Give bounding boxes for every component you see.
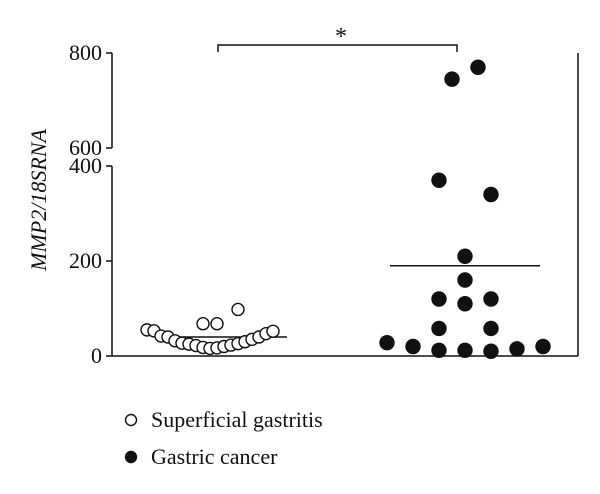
bracket-line <box>217 44 458 52</box>
gastric-cancer-point <box>470 59 486 75</box>
gastric-cancer-point <box>509 341 525 357</box>
gastric-cancer-point <box>483 320 499 337</box>
legend-marker-filled <box>124 450 138 464</box>
legend-entry: Superficial gastritis <box>151 407 323 432</box>
gastric-cancer-point <box>431 172 447 188</box>
superficial-gastritis-point <box>210 317 224 331</box>
data-points <box>140 59 551 359</box>
y-axis-label: MMP2/18SRNA <box>26 129 51 272</box>
superficial-gastritis-point <box>266 324 280 338</box>
gastric-cancer-point <box>535 338 551 355</box>
legend-entry: Gastric cancer <box>151 444 278 469</box>
gastric-cancer-point <box>457 248 473 264</box>
gastric-cancer-point <box>457 272 473 288</box>
significance-label: * <box>335 24 347 50</box>
legend: Superficial gastritis Gastric cancer <box>124 407 323 469</box>
superficial-gastritis-point <box>231 302 245 317</box>
gastric-cancer-point <box>379 335 395 351</box>
gastric-cancer-point <box>405 338 421 355</box>
gastric-cancer-point <box>457 296 473 312</box>
gastric-cancer-point <box>457 342 473 358</box>
y-tick-label: 400 <box>69 153 102 178</box>
gastric-cancer-point <box>483 291 499 307</box>
y-tick-label: 600 <box>69 135 102 160</box>
y-tick-label: 800 <box>69 40 102 65</box>
significance-bracket: * <box>217 24 458 52</box>
gastric-cancer-point <box>431 342 447 358</box>
gastric-cancer-point <box>431 320 447 337</box>
gastric-cancer-point <box>431 291 447 307</box>
y-tick-label: 0 <box>91 343 102 368</box>
gastric-cancer-point <box>483 186 499 203</box>
gastric-cancer-point <box>483 343 499 359</box>
gastric-cancer-point <box>444 71 460 87</box>
y-tick-label: 200 <box>69 248 102 273</box>
legend-marker-open <box>124 413 138 427</box>
superficial-gastritis-point <box>196 317 210 331</box>
